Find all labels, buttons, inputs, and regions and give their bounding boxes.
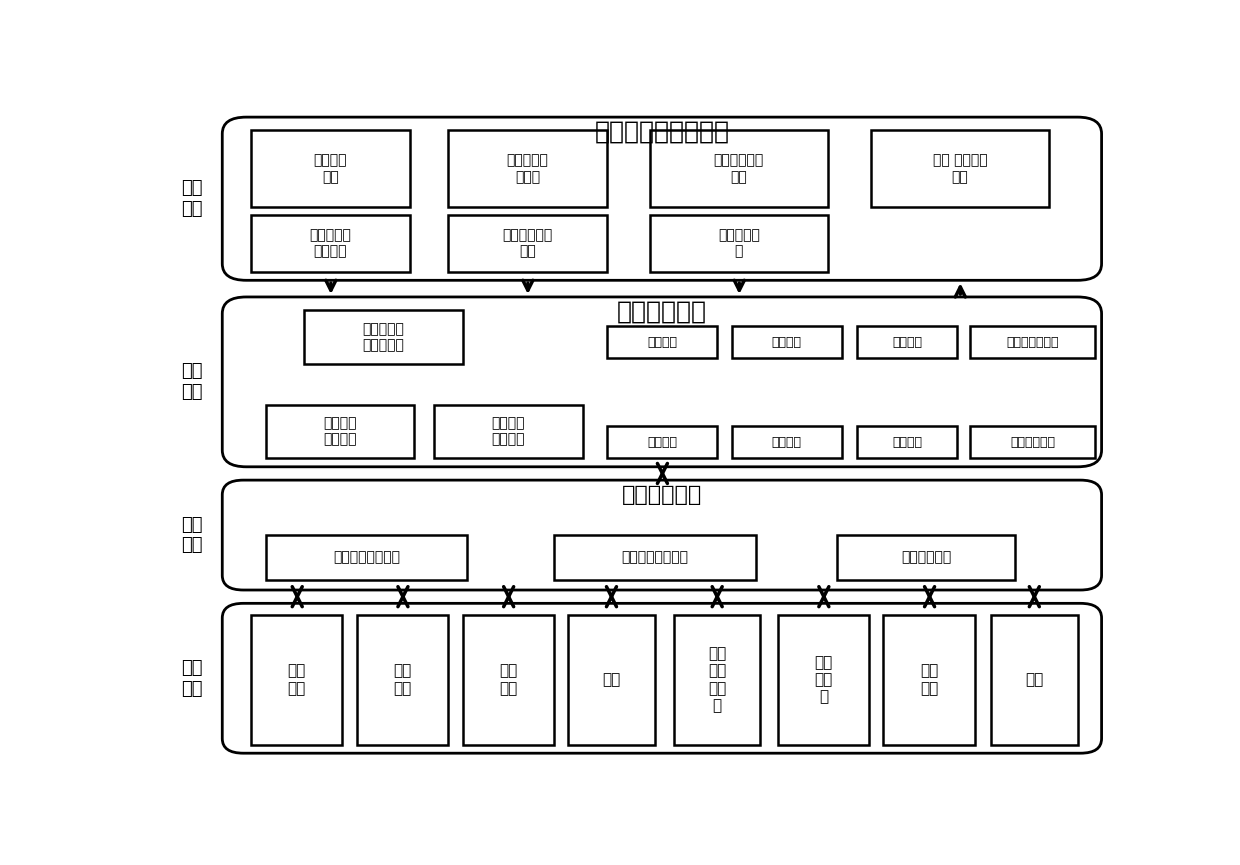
Text: 风力
发电: 风力 发电 <box>288 663 306 695</box>
Text: 综合能效
评估: 综合能效 评估 <box>314 154 347 184</box>
Text: 能量
管理: 能量 管理 <box>181 362 202 401</box>
Text: 移峰填谷: 移峰填谷 <box>647 436 677 449</box>
Bar <box>448 215 606 272</box>
Bar <box>568 615 655 745</box>
FancyBboxPatch shape <box>222 604 1101 753</box>
Bar <box>434 405 583 458</box>
Text: 云平台运行管理系统: 云平台运行管理系统 <box>594 119 729 144</box>
Text: 用电计划: 用电计划 <box>892 436 923 449</box>
Text: 云端 数据采集
监视: 云端 数据采集 监视 <box>932 154 987 184</box>
Bar <box>837 535 1016 580</box>
Bar <box>265 535 467 580</box>
Bar <box>883 615 975 745</box>
Text: 开关: 开关 <box>1025 672 1043 687</box>
Bar <box>606 326 717 358</box>
Bar <box>970 326 1095 358</box>
Text: 气象预测
发电预测: 气象预测 发电预测 <box>324 416 357 446</box>
Bar <box>250 215 409 272</box>
Bar <box>448 131 606 207</box>
Text: 光热
发电: 光热 发电 <box>498 663 517 695</box>
Text: 交流区域协调控制: 交流区域协调控制 <box>332 550 401 564</box>
Text: 云端运行维
护: 云端运行维 护 <box>718 228 760 259</box>
Text: 负荷预测: 负荷预测 <box>892 336 923 349</box>
Text: 电力供需形势
分析: 电力供需形势 分析 <box>502 228 553 259</box>
Bar <box>732 426 842 458</box>
Text: 调度
运营: 调度 运营 <box>181 179 202 218</box>
Text: 系统运行方
式优化: 系统运行方 式优化 <box>506 154 548 184</box>
Text: 多能互补优
化运行控制: 多能互补优 化运行控制 <box>362 322 404 352</box>
Bar <box>265 405 414 458</box>
Text: 电力
负荷: 电力 负荷 <box>920 663 939 695</box>
Text: 协调控制系统: 协调控制系统 <box>621 484 702 505</box>
FancyBboxPatch shape <box>222 117 1101 280</box>
Text: 储能管理: 储能管理 <box>647 336 677 349</box>
Bar <box>250 131 409 207</box>
Text: 电力负荷
预测管理: 电力负荷 预测管理 <box>491 416 525 446</box>
Text: 电力
电子
变压
器: 电力 电子 变压 器 <box>708 646 727 714</box>
Text: 单体
运行: 单体 运行 <box>181 659 202 698</box>
Bar <box>857 426 957 458</box>
Bar <box>675 615 760 745</box>
Bar <box>606 426 717 458</box>
Bar <box>554 535 755 580</box>
Bar <box>777 615 869 745</box>
Bar <box>870 131 1049 207</box>
FancyBboxPatch shape <box>222 297 1101 467</box>
Bar <box>650 215 828 272</box>
Text: 光伏
发电: 光伏 发电 <box>393 663 412 695</box>
Text: 直流区域协调控制: 直流区域协调控制 <box>621 550 688 564</box>
Text: 数据处理与
挖掘分析: 数据处理与 挖掘分析 <box>310 228 351 259</box>
FancyBboxPatch shape <box>222 480 1101 590</box>
Bar <box>250 615 342 745</box>
Text: 储能: 储能 <box>603 672 620 687</box>
Text: 模式切换控制: 模式切换控制 <box>901 550 951 564</box>
Bar <box>357 615 448 745</box>
Text: 发电计划: 发电计划 <box>771 436 802 449</box>
Bar <box>463 615 554 745</box>
Text: 能量管理系统: 能量管理系统 <box>618 299 707 324</box>
Text: 出力预测: 出力预测 <box>771 336 802 349</box>
Text: 私有云数据管理: 私有云数据管理 <box>1006 336 1059 349</box>
Bar <box>732 326 842 358</box>
Bar <box>970 426 1095 458</box>
Text: 多能协同经济
调度: 多能协同经济 调度 <box>714 154 764 184</box>
Bar <box>304 311 463 363</box>
Bar <box>857 326 957 358</box>
Text: 协调
控制: 协调 控制 <box>181 516 202 554</box>
Bar <box>650 131 828 207</box>
Text: 数据接口服务: 数据接口服务 <box>1009 436 1055 449</box>
Bar <box>991 615 1078 745</box>
Text: 直流
断路
器: 直流 断路 器 <box>815 655 832 704</box>
